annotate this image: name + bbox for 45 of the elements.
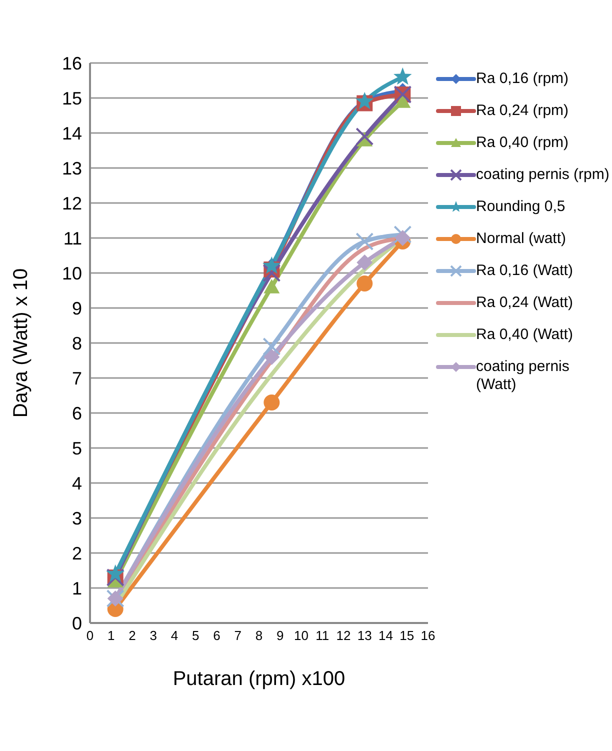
x-tick-label: 16 (420, 628, 436, 644)
y-tick-label: 3 (72, 508, 82, 528)
x-tick-label: 7 (234, 628, 242, 644)
x-tick-label: 6 (213, 628, 220, 644)
x-axis-title: Putaran (rpm) x100 (172, 668, 346, 690)
x-tick-label: 9 (276, 628, 284, 644)
x-tick-label: 4 (170, 628, 178, 644)
x-tick-label: 13 (357, 628, 372, 644)
y-axis-title: Daya (Watt) x 10 (10, 268, 32, 418)
x-tick-label: 11 (316, 628, 330, 644)
y-tick-label: 1 (72, 578, 82, 598)
y-tick-label: 14 (62, 123, 82, 144)
legend-label: Ra 0,24 (rpm) (476, 102, 569, 120)
y-tick-label: 12 (62, 193, 82, 214)
y-tick-label: 7 (72, 368, 82, 388)
x-tick-label: 5 (192, 628, 200, 644)
x-tick-label: 3 (150, 628, 157, 644)
y-tick-label: 10 (62, 263, 82, 284)
legend-label: coating pernis (Watt) (476, 358, 570, 394)
legend-label: Ra 0,16 (rpm) (476, 70, 569, 88)
legend-label: Ra 0,16 (Watt) (476, 262, 573, 280)
y-tick-label: 4 (72, 473, 82, 494)
legend-label: coating pernis (rpm) (476, 166, 610, 184)
legend-label: Normal (watt) (476, 230, 566, 248)
x-tick-label: 12 (336, 628, 351, 644)
x-tick-label: 8 (255, 628, 263, 644)
x-tick-label: 15 (400, 628, 414, 644)
x-tick-label: 14 (378, 628, 393, 644)
y-tick-label: 13 (62, 158, 82, 178)
x-tick-label: 1 (108, 628, 115, 644)
y-tick-label: 6 (72, 403, 82, 424)
x-tick-label: 2 (128, 628, 136, 644)
legend-label: Rounding 0,5 (476, 198, 566, 216)
y-tick-label: 11 (63, 228, 82, 248)
y-tick-label: 15 (62, 88, 82, 108)
x-tick-label: 0 (86, 628, 94, 644)
y-tick-label: 5 (72, 438, 82, 458)
x-tick-label: 10 (294, 628, 308, 644)
legend-label: Ra 0,40 (rpm) (476, 134, 569, 152)
legend-label: Ra 0,24 (Watt) (476, 294, 573, 312)
legend-label: Ra 0,40 (Watt) (476, 326, 573, 344)
y-tick-label: 9 (72, 298, 82, 318)
y-tick-label: 8 (72, 333, 82, 354)
y-tick-label: 2 (72, 543, 82, 564)
y-tick-label: 16 (62, 53, 82, 74)
